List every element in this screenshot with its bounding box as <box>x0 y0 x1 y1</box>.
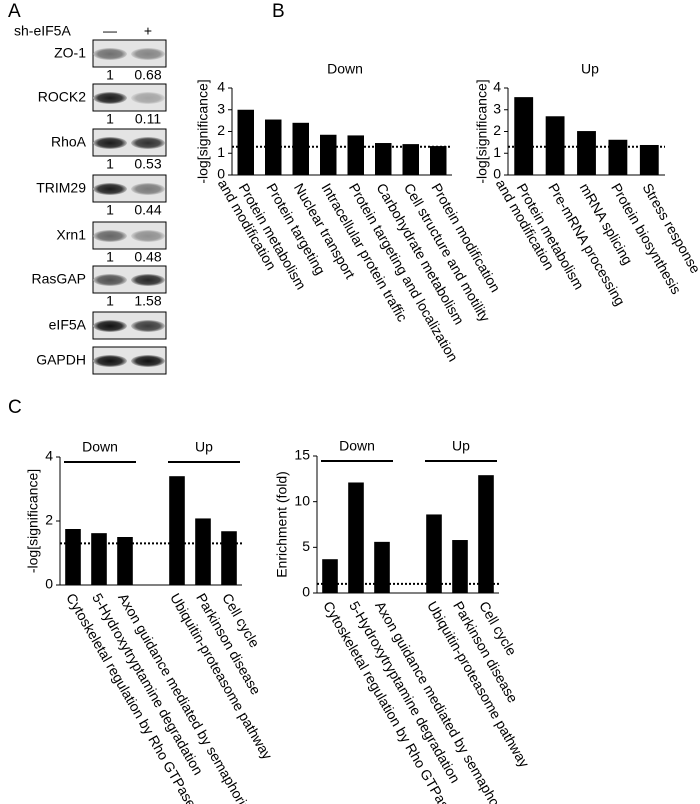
y-tick-label: 4 <box>217 79 225 95</box>
y-tick-label: 2 <box>493 122 501 138</box>
ratio-label: 0.48 <box>134 249 161 265</box>
panel-label: C <box>8 397 22 418</box>
y-tick-label: 4 <box>45 448 53 464</box>
y-tick-label: 1 <box>493 144 501 160</box>
group-label: Down <box>82 439 118 455</box>
bar <box>608 139 628 175</box>
y-axis-label: -log[significance] <box>474 79 490 183</box>
bar <box>452 540 468 593</box>
ratio-label: 1 <box>106 156 114 172</box>
y-tick-label: 2 <box>217 122 225 138</box>
bar <box>322 559 338 593</box>
blot-band <box>131 230 165 242</box>
bar <box>577 131 596 175</box>
ratio-label: 1 <box>106 202 114 218</box>
bar <box>430 146 447 175</box>
y-axis-label: -log[significance] <box>25 469 41 573</box>
ratio-label: 1.58 <box>134 293 161 309</box>
blot-band <box>93 230 127 242</box>
ratio-label: 0.68 <box>134 67 161 83</box>
panel-label: B <box>272 1 285 22</box>
protein-label: GAPDH <box>36 352 86 368</box>
bar <box>237 109 254 175</box>
bar <box>347 135 364 175</box>
blot-band <box>93 355 127 367</box>
group-label: Up <box>452 438 470 454</box>
lane-label: — <box>103 23 117 39</box>
y-tick-label: 3 <box>493 100 501 116</box>
protein-label: eIF5A <box>49 317 87 333</box>
bar <box>639 144 659 175</box>
chart-title: Down <box>327 61 363 77</box>
y-tick-label: 5 <box>302 538 310 554</box>
bar <box>545 116 565 175</box>
chart-title: Up <box>581 61 599 77</box>
bar <box>374 541 390 593</box>
protein-label: Xrn1 <box>56 227 86 243</box>
y-tick-label: 3 <box>217 100 225 116</box>
y-tick-label: 0 <box>45 576 53 592</box>
bar <box>65 529 81 585</box>
ratio-label: 0.11 <box>135 111 161 127</box>
bar <box>117 537 133 585</box>
y-tick-label: 0 <box>217 166 225 182</box>
ratio-label: 1 <box>106 293 114 309</box>
blot-band <box>131 92 165 104</box>
blot-band <box>93 92 127 104</box>
ratio-label: 0.53 <box>134 156 161 172</box>
bar <box>91 533 107 585</box>
ratio-label: 1 <box>106 249 114 265</box>
bar <box>426 514 442 593</box>
y-tick-label: 0 <box>493 166 501 182</box>
y-axis-label: -log[significance] <box>195 79 211 183</box>
blot-band <box>93 274 127 286</box>
blot-band <box>93 137 127 149</box>
protein-label: TRIM29 <box>36 180 86 196</box>
blot-band <box>93 183 127 195</box>
blot-band <box>93 320 127 332</box>
y-tick-label: 1 <box>217 144 225 160</box>
group-label: Down <box>339 438 375 454</box>
protein-label: ROCK2 <box>38 89 86 105</box>
bar <box>478 475 494 593</box>
y-tick-label: 0 <box>302 584 310 600</box>
blot-band <box>93 48 127 60</box>
bar <box>292 122 309 175</box>
y-tick-label: 10 <box>294 492 310 508</box>
bar <box>348 482 364 593</box>
bar <box>169 476 185 585</box>
y-tick-label: 2 <box>45 512 53 528</box>
bar <box>375 143 392 175</box>
blot-band <box>131 137 165 149</box>
ratio-label: 1 <box>106 67 114 83</box>
y-tick-label: 4 <box>493 79 501 95</box>
bar <box>195 518 211 585</box>
lane-label: + <box>144 23 152 39</box>
protein-label: RasGAP <box>32 271 86 287</box>
bar <box>402 144 419 175</box>
blot-band <box>131 183 165 195</box>
group-label: Up <box>195 439 213 455</box>
western-blot: sh-eIF5A — + ZO-1 1 0.68 ROCK2 1 0.11 RhoA 1 0.53 TR… <box>14 23 167 375</box>
panel-label: A <box>8 1 21 22</box>
bar <box>221 531 237 585</box>
treatment-label: sh-eIF5A <box>14 23 71 39</box>
y-axis-label: Enrichment (fold) <box>274 471 290 578</box>
ratio-label: 1 <box>106 111 114 127</box>
bar <box>320 134 337 175</box>
protein-label: ZO-1 <box>54 45 86 61</box>
blot-band <box>131 355 165 367</box>
protein-label: RhoA <box>51 134 87 150</box>
y-tick-label: 15 <box>294 447 310 463</box>
blot-band <box>131 320 165 332</box>
ratio-label: 0.44 <box>134 202 161 218</box>
blot-band <box>131 274 165 286</box>
blot-band <box>131 48 165 60</box>
bar <box>514 97 534 175</box>
